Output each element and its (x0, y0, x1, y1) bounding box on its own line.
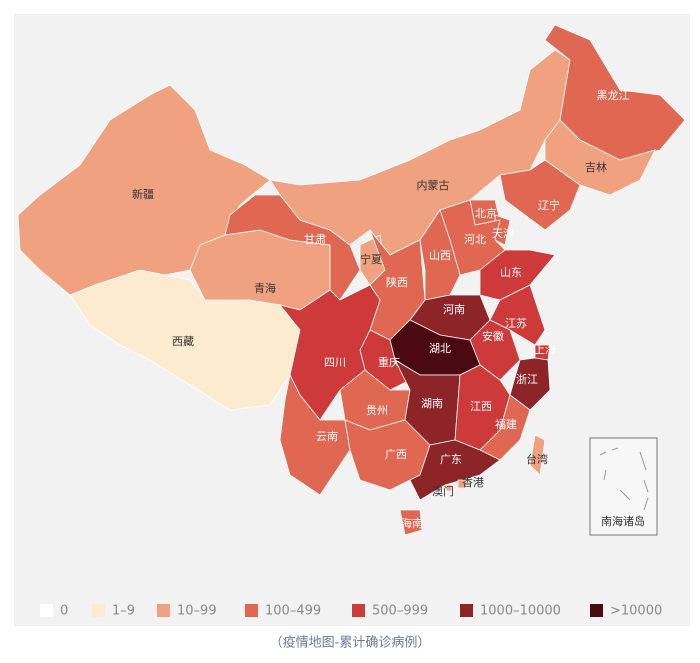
region-label: 云南 (316, 430, 338, 443)
region-label: 河南 (443, 303, 465, 316)
region-label: 北京 (475, 206, 497, 220)
region-label: 辽宁 (538, 198, 560, 212)
region-label: 重庆 (378, 355, 400, 369)
region (269, 49, 571, 256)
legend-label: 10–99 (177, 604, 217, 619)
legend-swatch (40, 604, 53, 617)
region-label: 吉林 (585, 160, 607, 174)
region (479, 249, 556, 301)
region-label: 台湾 (526, 452, 548, 466)
region (419, 209, 461, 301)
region-label: 湖北 (429, 342, 451, 355)
region (224, 194, 361, 301)
region-label: 广西 (385, 448, 407, 461)
legend-label: >10000 (610, 604, 662, 619)
inset-islands (599, 447, 649, 511)
legend-swatch (92, 604, 105, 617)
caption: （疫情地图-累计确诊病例） (270, 635, 431, 651)
region-label: 四川 (324, 356, 346, 369)
region (529, 434, 546, 476)
region-label: 山东 (500, 266, 522, 279)
region-label: 黑龙江 (597, 89, 630, 102)
legend-swatch (157, 604, 170, 617)
region-label: 甘肃 (304, 233, 326, 246)
region-label: 上海 (534, 342, 556, 356)
region-label: 陕西 (386, 275, 408, 289)
region-label: 安徽 (482, 329, 504, 343)
region (544, 24, 686, 161)
region-label: 天津 (492, 227, 514, 240)
region-label: 福建 (495, 417, 517, 431)
region-label: 河北 (464, 233, 486, 246)
legend-swatch (245, 604, 258, 617)
region-label: 澳门 (432, 484, 454, 498)
legend-swatch (460, 604, 473, 617)
region-label: 山西 (429, 249, 451, 262)
legend-label: 1–9 (112, 604, 135, 619)
region (399, 509, 423, 536)
region-label: 香港 (462, 476, 484, 489)
region-label: 浙江 (516, 373, 538, 386)
legend-label: 0 (60, 604, 68, 619)
region (457, 479, 467, 489)
inset-label: 南海诸岛 (601, 514, 645, 528)
legend-label: 1000–10000 (480, 604, 561, 619)
region-label: 青海 (254, 281, 276, 295)
region-label: 宁夏 (360, 252, 382, 266)
legend-swatch (590, 604, 603, 617)
regions (17, 24, 686, 536)
legend: 0 1–9 10–99 100–499 500–999 1000–10000 >10000 (40, 604, 662, 619)
region-label: 内蒙古 (417, 178, 450, 192)
legend-swatch (352, 604, 365, 617)
region-label: 新疆 (132, 187, 154, 201)
region-label: 贵州 (366, 404, 388, 417)
region (499, 159, 581, 231)
region (445, 484, 453, 492)
region-label: 海南 (401, 516, 423, 530)
region-label: 江苏 (505, 317, 527, 330)
legend-label: 500–999 (372, 604, 428, 619)
region-label: 江西 (470, 400, 492, 413)
region-label: 西藏 (172, 335, 194, 348)
region-label: 湖南 (421, 397, 443, 410)
legend-label: 100–499 (265, 604, 321, 619)
region-label: 广东 (440, 453, 462, 466)
